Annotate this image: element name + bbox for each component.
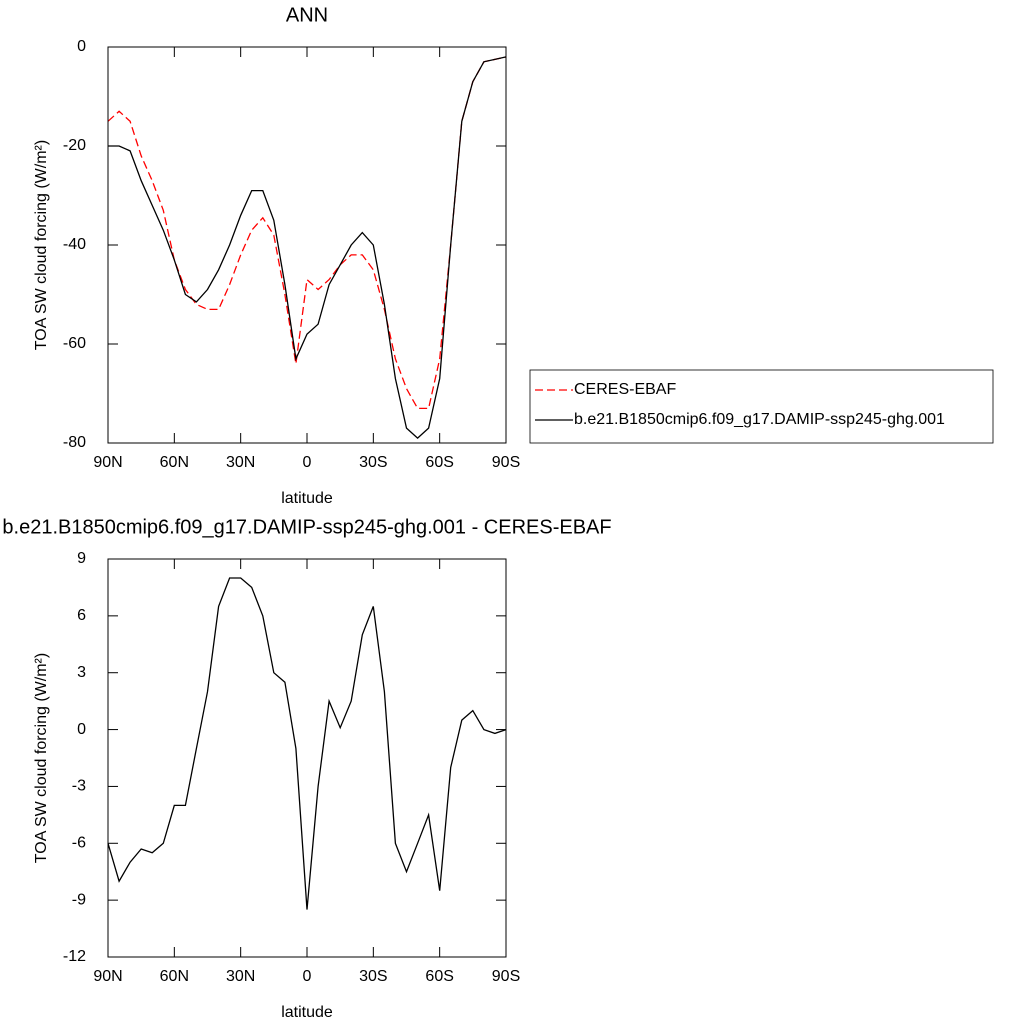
- x-tick-label: 90N: [93, 454, 122, 471]
- x-tick-label: 60S: [425, 968, 453, 985]
- data-line: [108, 56, 507, 439]
- x-tick-label: 30N: [226, 454, 255, 471]
- x-tick-label: 0: [303, 968, 312, 985]
- x-tick-label: 60S: [425, 454, 453, 471]
- legend-label: CERES-EBAF: [574, 381, 676, 398]
- y-axis-label: TOA SW cloud forcing (W/m²): [33, 653, 50, 863]
- x-tick-label: 30S: [359, 454, 387, 471]
- y-tick-label: -60: [63, 335, 86, 352]
- x-tick-label: 30S: [359, 968, 387, 985]
- y-tick-label: 9: [77, 550, 86, 567]
- x-tick-label: 90S: [492, 454, 520, 471]
- x-tick-label: 90N: [93, 968, 122, 985]
- y-tick-label: -9: [72, 891, 86, 908]
- x-tick-label: 60N: [160, 454, 189, 471]
- x-tick-label: 0: [303, 454, 312, 471]
- legend-label: b.e21.B1850cmip6.f09_g17.DAMIP-ssp245-gh…: [574, 411, 945, 428]
- y-tick-label: 0: [77, 38, 86, 55]
- data-line: [107, 577, 507, 910]
- y-tick-label: 3: [77, 664, 86, 681]
- y-tick-label: -12: [63, 948, 86, 965]
- data-line: [107, 56, 507, 410]
- x-axis-label: latitude: [281, 490, 333, 507]
- x-tick-label: 60N: [160, 968, 189, 985]
- plot-frame: [107, 46, 507, 444]
- y-tick-label: -3: [72, 778, 86, 795]
- x-axis-label: latitude: [281, 1004, 333, 1021]
- x-tick-label: 30N: [226, 968, 255, 985]
- y-axis-label: TOA SW cloud forcing (W/m²): [33, 140, 50, 350]
- y-tick-label: -80: [63, 434, 86, 451]
- y-tick-label: -40: [63, 236, 86, 253]
- y-tick-label: -20: [63, 137, 86, 154]
- y-tick-label: 0: [77, 721, 86, 738]
- x-tick-label: 90S: [492, 968, 520, 985]
- legend-box: [529, 369, 994, 444]
- plot-frame: [107, 558, 507, 958]
- y-tick-label: -6: [72, 835, 86, 852]
- chart-title: b.e21.B1850cmip6.f09_g17.DAMIP-ssp245-gh…: [2, 516, 611, 538]
- y-tick-label: 6: [77, 607, 86, 624]
- chart-title: ANN: [286, 4, 328, 26]
